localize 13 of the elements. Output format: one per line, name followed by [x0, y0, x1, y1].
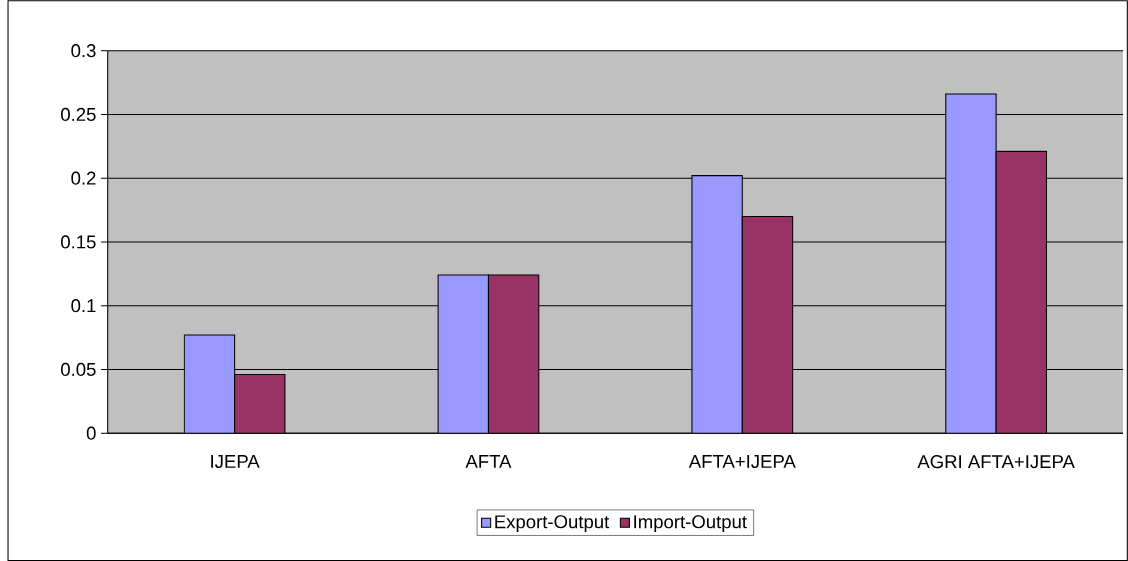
y-tick-label: 0.3 [71, 43, 96, 58]
y-tick-label: 0.05 [61, 362, 96, 376]
legend-label: Import-Output [634, 515, 747, 532]
y-tick-label: 0.25 [61, 107, 96, 121]
y-tick-label: 0.15 [61, 235, 96, 249]
y-tick-label: 0.1 [71, 298, 96, 313]
y-tick-label: 0 [86, 426, 96, 440]
x-tick-label: AFTA [465, 454, 512, 468]
x-tick-label: AGRI AFTA+IJEPA [917, 454, 1075, 469]
y-tick-label: 0.2 [71, 171, 96, 185]
legend-label: Export-Output [495, 515, 610, 532]
x-tick-label: AFTA+IJEPA [688, 454, 796, 468]
x-tick-label: IJEPA [211, 454, 260, 468]
